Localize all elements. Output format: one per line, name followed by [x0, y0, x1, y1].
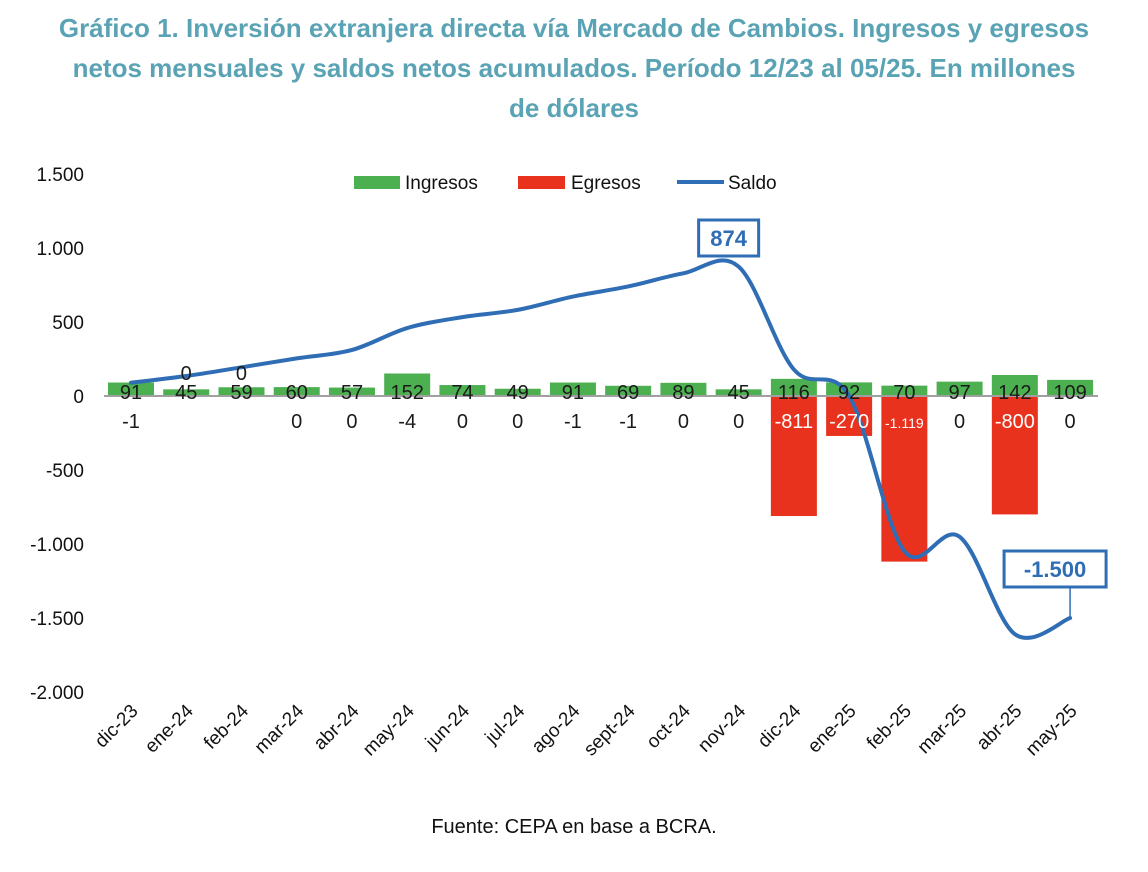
data-label-egresos: -4	[398, 411, 416, 433]
bar-ingresos	[605, 385, 652, 396]
y-tick-label: -500	[46, 461, 84, 482]
bar-ingresos	[881, 385, 928, 396]
data-label-ingresos: 70	[893, 382, 915, 404]
data-label-ingresos: 116	[778, 382, 810, 404]
legend-label-ingresos: Ingresos	[405, 173, 478, 194]
x-tick-label: may-25	[1022, 701, 1082, 761]
bar-ingresos	[1047, 379, 1094, 396]
bar-ingresos	[826, 382, 873, 396]
bar-ingresos	[328, 387, 375, 396]
bar-ingresos	[218, 387, 265, 396]
data-label-ingresos: 152	[391, 382, 424, 404]
bar-ingresos	[770, 378, 817, 396]
data-label-egresos: 0	[291, 411, 302, 433]
bar-ingresos	[936, 381, 983, 396]
annotation-label: -1.500	[1024, 557, 1086, 582]
x-tick-label: dic-24	[754, 700, 806, 752]
y-tick-label: 1.000	[36, 239, 84, 260]
y-tick-label: 500	[52, 313, 84, 334]
data-label-ingresos: 92	[838, 382, 860, 404]
data-label-ingresos: 45	[175, 382, 197, 404]
data-label-egresos: 0	[457, 411, 468, 433]
data-label-egresos: 0	[1065, 411, 1076, 433]
data-label-egresos: 0	[733, 411, 744, 433]
annotation-box	[1002, 549, 1108, 589]
title-line: Gráfico 1. Inversión extranjera directa …	[58, 13, 1090, 43]
x-tick-label: oct-24	[643, 700, 695, 752]
data-label-egresos: -1	[564, 411, 582, 433]
title-line: de dólares	[508, 93, 640, 123]
data-label-egresos: 0	[346, 411, 357, 433]
legend-label-egresos: Egresos	[571, 173, 641, 194]
data-label-ingresos: 89	[672, 382, 694, 404]
chart-title: Gráfico 1. Inversión extranjera directa …	[0, 8, 1148, 128]
bar-ingresos	[439, 385, 486, 396]
data-label-ingresos: 91	[120, 382, 142, 404]
x-tick-label: ago-24	[528, 700, 585, 757]
x-tick-label: jul-24	[481, 700, 530, 749]
x-tick-label: jun-24	[421, 700, 474, 753]
line-saldo	[129, 258, 1073, 640]
legend-label-saldo: Saldo	[728, 173, 777, 194]
data-label-ingresos: 69	[617, 382, 639, 404]
x-tick-label: dic-23	[91, 701, 142, 752]
bar-ingresos	[163, 389, 210, 396]
bar-ingresos	[991, 374, 1038, 396]
data-label-ingresos: 45	[728, 382, 750, 404]
data-label-egresos: 0	[181, 363, 192, 385]
y-tick-label: -1.000	[30, 535, 84, 556]
y-tick-label: -1.500	[30, 609, 84, 630]
data-label-ingresos: 109	[1053, 382, 1086, 404]
data-label-ingresos: 142	[998, 382, 1031, 404]
bar-ingresos	[108, 382, 154, 396]
x-tick-label: abr-25	[973, 701, 1027, 755]
data-label-ingresos: 49	[507, 382, 529, 404]
x-tick-label: feb-24	[200, 700, 253, 753]
data-label-egresos: 0	[512, 411, 523, 433]
x-tick-label: ene-24	[141, 700, 198, 757]
data-label-egresos: -1.119	[885, 415, 924, 431]
data-label-egresos: 0	[678, 411, 689, 433]
data-label-egresos: -1	[122, 411, 140, 433]
data-label-egresos: -270	[829, 411, 869, 433]
x-tick-label: sept-24	[580, 700, 640, 760]
bar-egresos	[881, 396, 928, 562]
annotation-label: 874	[710, 226, 747, 251]
annotation-box	[697, 218, 761, 258]
x-tick-label: feb-25	[863, 701, 916, 754]
bar-egresos	[770, 396, 817, 517]
data-label-ingresos: 97	[948, 382, 970, 404]
data-label-ingresos: 74	[451, 382, 473, 404]
bar-ingresos	[494, 388, 541, 396]
bar-ingresos	[273, 387, 320, 396]
y-tick-label: 0	[73, 387, 84, 408]
x-tick-label: abr-24	[310, 700, 364, 754]
y-tick-label: -2.000	[30, 683, 84, 704]
data-label-egresos: -811	[775, 411, 814, 433]
x-tick-label: nov-24	[694, 700, 750, 756]
legend-swatch-ingresos	[354, 176, 400, 189]
title-line: netos mensuales y saldos netos acumulado…	[72, 53, 1076, 83]
y-tick-label: 1.500	[36, 165, 84, 186]
legend-swatch-egresos	[518, 176, 565, 189]
data-label-egresos: -800	[995, 411, 1035, 433]
x-tick-label: ene-25	[804, 701, 861, 758]
data-label-egresos: -1	[619, 411, 637, 433]
bar-ingresos	[549, 382, 596, 396]
data-label-ingresos: 60	[286, 382, 308, 404]
x-tick-label: mar-24	[251, 700, 309, 758]
x-tick-label: mar-25	[914, 701, 971, 758]
bar-ingresos	[384, 373, 431, 396]
bar-egresos	[991, 396, 1038, 515]
bar-ingresos	[660, 382, 707, 396]
data-label-ingresos: 59	[230, 382, 252, 404]
x-tick-label: may-24	[359, 700, 419, 760]
data-label-ingresos: 91	[562, 382, 584, 404]
bar-ingresos	[715, 389, 762, 396]
source-note: Fuente: CEPA en base a BCRA.	[431, 816, 717, 838]
data-label-ingresos: 57	[341, 382, 363, 404]
data-label-egresos: 0	[236, 363, 247, 385]
data-label-egresos: 0	[954, 411, 965, 433]
